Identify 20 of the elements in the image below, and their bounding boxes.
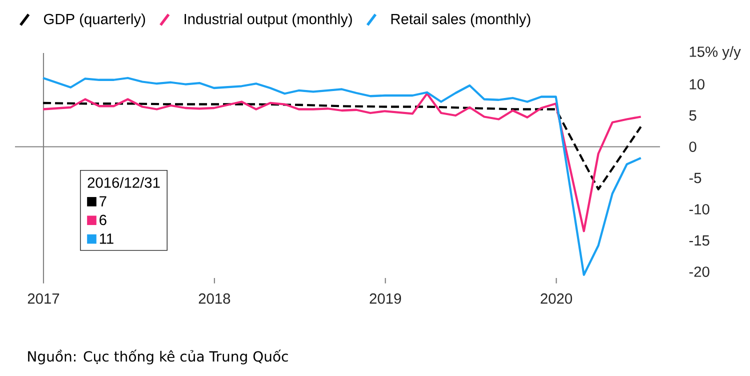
x-tick-label: 2018 [198, 293, 230, 304]
y-tick-label: -20 [689, 266, 710, 277]
legend-label: Industrial output (monthly) [184, 13, 352, 28]
y-tick-label: -10 [689, 204, 710, 214]
x-tick-label: 2019 [370, 293, 401, 304]
x-tick-label: 2017 [28, 293, 60, 304]
annotation: 11 [100, 234, 114, 244]
annotation: 7 [100, 196, 106, 206]
x-tick-label: 2020 [540, 293, 572, 304]
y-tick-label: -15 [689, 235, 710, 246]
legend-label: GDP (quarterly) [44, 13, 146, 28]
y-tick-label: -5 [689, 172, 702, 184]
y-tick-label: 15% y/y [690, 46, 741, 60]
annotation: 2016/12/31 [88, 177, 160, 188]
text: Nguồn: Cục thống kê của Trung Quốc [28, 350, 288, 364]
y-tick-label: 5 [689, 110, 696, 121]
legend-label: Retail sales (monthly) [391, 13, 530, 28]
annotation: 6 [100, 214, 106, 226]
y-tick-label: 0 [689, 142, 696, 152]
y-tick-label: 10 [690, 79, 704, 90]
